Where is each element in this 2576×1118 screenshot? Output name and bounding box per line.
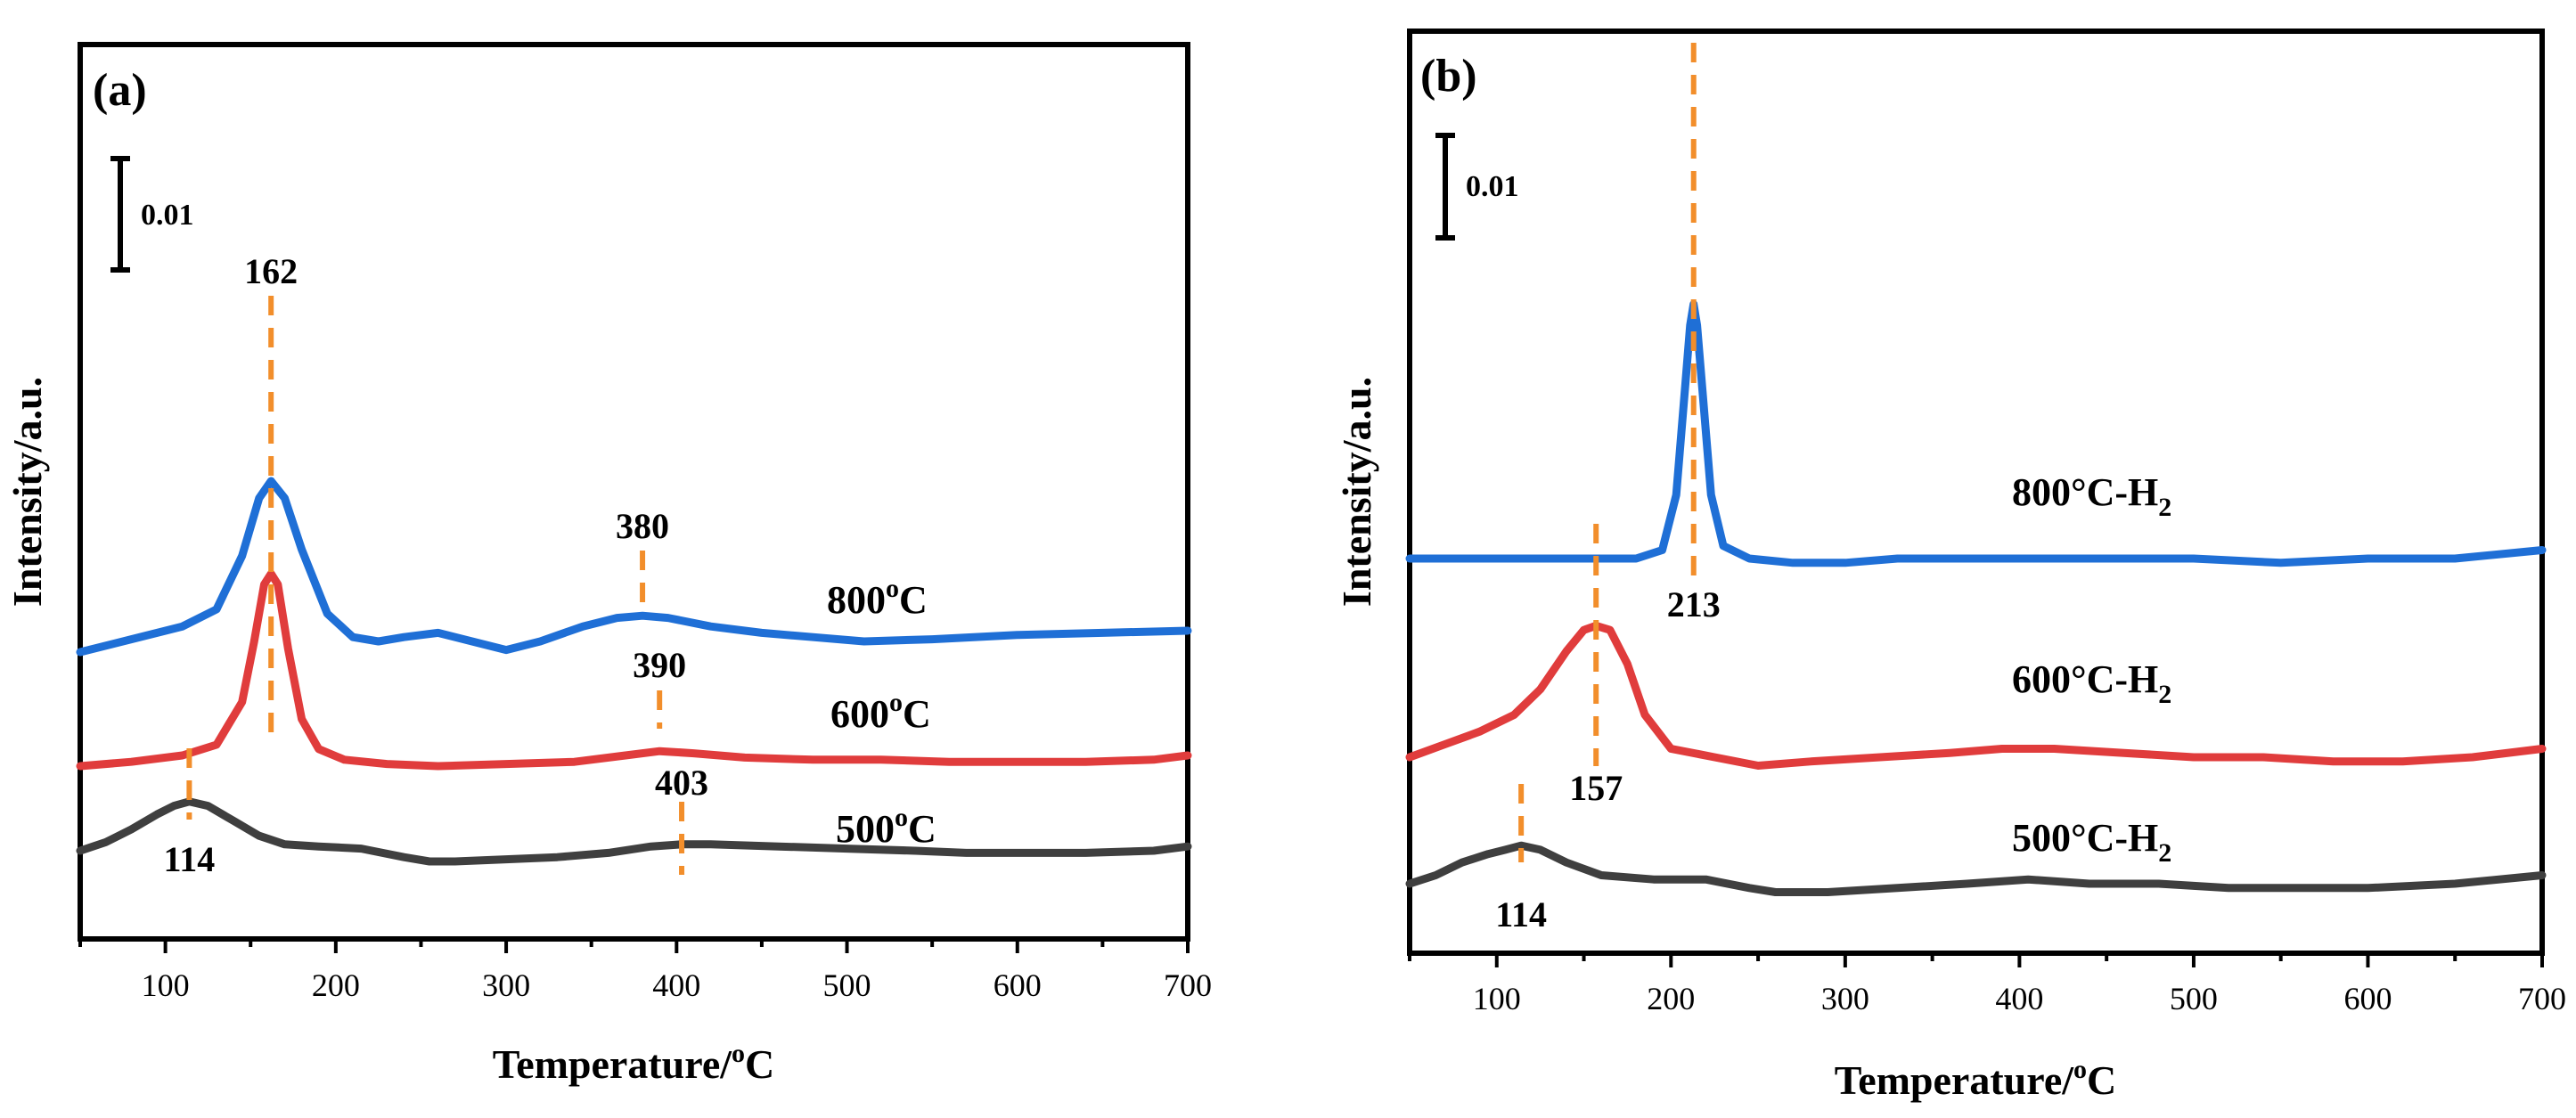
panel-b-y-axis-label: Intensity/a.u. — [1334, 377, 1379, 607]
panel-a-scale-label: 0.01 — [141, 199, 194, 232]
panel-b-peak-label-213: 213 — [1667, 584, 1721, 624]
panel-a-frame — [78, 42, 1190, 942]
panel-a-series-line-2 — [76, 797, 1192, 866]
panel-a: (a) 0.01 Intensity/a.u. Temperature/oC 8… — [4, 42, 1212, 1087]
panel-b-x-tick-label: 500 — [2170, 981, 2218, 1016]
panel-a-series-label-600: 600oC — [830, 688, 931, 736]
panel-b-series-label-600-sub: 2 — [2158, 680, 2171, 709]
panel-a-series-label-800-sup: o — [886, 574, 899, 603]
panel-b-series-label-800-text: 800°C-H — [2012, 470, 2158, 514]
panel-b-x-axis-label-unit: C — [2087, 1057, 2116, 1103]
panel-b-x-tick-label: 200 — [1647, 981, 1695, 1016]
panel-b-series-label-500-sub: 2 — [2158, 838, 2171, 868]
panel-b-label: (b) — [1420, 51, 1477, 102]
panel-a-peak-label-162: 162 — [244, 251, 298, 291]
panel-a-x-tick-label: 500 — [823, 967, 871, 1003]
panel-a-x-axis-label: Temperature/oC — [493, 1039, 775, 1087]
panel-b-x-tick-label: 100 — [1473, 981, 1521, 1016]
panel-a-peak-label-403: 403 — [655, 763, 708, 803]
panel-a-series-label-800: 800oC — [827, 574, 928, 622]
panel-b-x-tick-label: 600 — [2343, 981, 2392, 1016]
panel-b-frame — [1407, 29, 2545, 956]
panel-b-x-tick-label: 700 — [2518, 981, 2566, 1016]
panel-b-x-tick-label: 300 — [1821, 981, 1869, 1016]
panel-b-series-label-500-text: 500°C-H — [2012, 816, 2158, 860]
panel-b-series-label-600-text: 600°C-H — [2012, 657, 2158, 701]
panel-b-scale-label: 0.01 — [1466, 170, 1519, 203]
panel-a-x-axis-label-unit: C — [745, 1041, 774, 1087]
panel-a-series-label-600-unit: C — [903, 692, 931, 736]
panel-a-series-label-500-sup: o — [895, 803, 908, 832]
panel-a-series-line-1 — [76, 569, 1192, 771]
panel-b: (b) 0.01 Intensity/a.u. Temperature/oC 8… — [1334, 29, 2566, 1103]
panel-a-series-line-0 — [76, 477, 1192, 657]
panel-b-x-axis-label-text: Temperature/ — [1835, 1057, 2075, 1103]
panel-a-series-label-600-sup: o — [889, 688, 903, 717]
panel-b-series-label-600: 600°C-H2 — [2012, 657, 2171, 709]
panel-b-peak-label-114: 114 — [1495, 894, 1547, 934]
panel-b-series-line-0 — [1405, 299, 2547, 567]
panel-b-series-label-800: 800°C-H2 — [2012, 470, 2171, 522]
panel-a-series-label-800-unit: C — [899, 578, 928, 622]
panel-a-x-tick-label: 400 — [652, 967, 700, 1003]
panel-a-x-tick-label: 200 — [312, 967, 360, 1003]
panel-a-x-axis-label-sup: o — [732, 1039, 745, 1068]
panel-b-series-label-500: 500°C-H2 — [2012, 816, 2171, 868]
panel-b-x-axis-label: Temperature/oC — [1835, 1055, 2117, 1103]
panel-a-series-label-500-num: 500 — [836, 807, 895, 851]
panel-b-series-line-2 — [1405, 841, 2547, 896]
panel-a-series-label-500: 500oC — [836, 803, 936, 851]
panel-a-label: (a) — [93, 65, 147, 116]
panel-b-x-axis-label-sup: o — [2073, 1055, 2087, 1084]
panel-a-series-label-500-unit: C — [908, 807, 936, 851]
panel-a-series-label-800-num: 800 — [827, 578, 886, 622]
panel-a-peak-label-390: 390 — [633, 645, 686, 685]
panel-a-x-tick-label: 300 — [482, 967, 530, 1003]
panel-b-series-label-800-sub: 2 — [2158, 493, 2171, 522]
panel-a-peak-label-114: 114 — [163, 839, 215, 879]
panel-b-x-tick-label: 400 — [1995, 981, 2043, 1016]
panel-b-peak-label-157: 157 — [1569, 768, 1623, 808]
panel-a-series-label-600-num: 600 — [830, 692, 889, 736]
panel-a-x-tick-label: 700 — [1164, 967, 1212, 1003]
panel-a-x-tick-label: 100 — [142, 967, 190, 1003]
panel-a-x-tick-label: 600 — [994, 967, 1042, 1003]
panel-a-peak-label-380: 380 — [616, 506, 669, 546]
panel-a-y-axis-label: Intensity/a.u. — [4, 377, 50, 607]
panel-b-series-line-1 — [1405, 621, 2547, 770]
panel-a-x-axis-label-text: Temperature/ — [493, 1041, 733, 1087]
